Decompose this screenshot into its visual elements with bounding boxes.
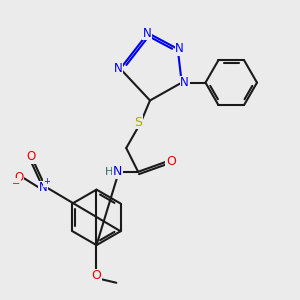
Text: N: N (180, 76, 189, 89)
Text: O: O (166, 155, 176, 168)
Text: N: N (114, 62, 123, 75)
Text: N: N (175, 42, 184, 56)
Text: N: N (112, 165, 122, 178)
Text: N: N (143, 27, 152, 40)
Text: +: + (44, 177, 50, 186)
Text: N: N (39, 181, 47, 194)
Text: −: − (12, 179, 20, 189)
Text: O: O (15, 171, 24, 184)
Text: O: O (26, 150, 36, 164)
Text: H: H (105, 167, 114, 177)
Text: S: S (134, 116, 142, 129)
Text: O: O (92, 269, 101, 282)
